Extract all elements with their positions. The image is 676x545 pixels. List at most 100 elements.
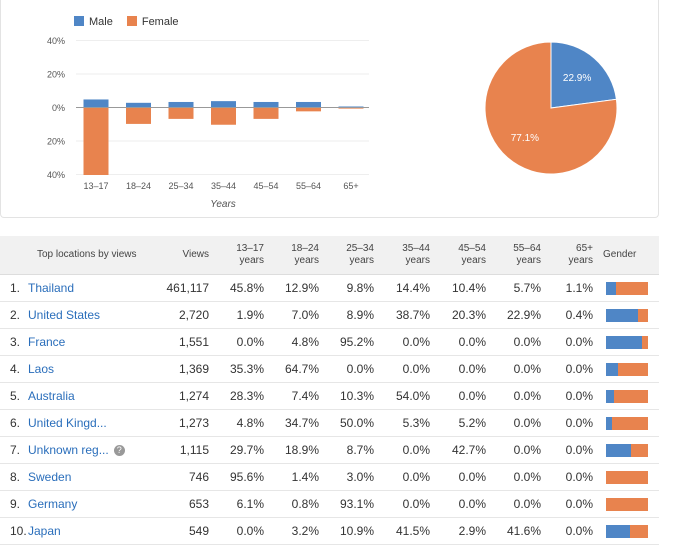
age-share-cell: 3.0% [324, 463, 379, 491]
pie-label-female: 77.1% [511, 133, 539, 144]
age-share-cell: 0.0% [491, 436, 546, 464]
age-share-cell: 9.8% [324, 274, 379, 302]
location-link[interactable]: France [28, 335, 66, 349]
location-link[interactable]: Sweden [28, 470, 72, 484]
age-share-cell: 0.0% [379, 490, 435, 518]
pie-slice-male[interactable] [550, 41, 617, 109]
gender-bar [606, 443, 648, 457]
location-link[interactable]: Unknown reg... [28, 443, 109, 457]
header-views[interactable]: Views [150, 236, 214, 275]
bar-male [126, 102, 151, 107]
age-share-cell: 0.0% [546, 436, 598, 464]
age-share-cell: 41.5% [379, 517, 435, 545]
table-row: 6. United Kingd... 1,273 4.8% 34.7% 50.0% 5.3%… [0, 409, 659, 437]
bar-male [168, 101, 194, 107]
age-share-cell: 2.9% [435, 517, 491, 545]
location-link[interactable]: Germany [28, 497, 78, 511]
row-index: 3. [0, 328, 28, 356]
header-45-54[interactable]: 45–54 years [435, 236, 491, 275]
location-cell: Japan [28, 517, 150, 545]
views-cell: 461,117 [150, 274, 214, 302]
x-tick-label: 18–24 [126, 181, 151, 191]
location-link[interactable]: Australia [28, 389, 75, 403]
age-share-cell: 0.4% [546, 301, 598, 329]
location-link[interactable]: Laos [28, 362, 55, 376]
y-tick-label: 40% [47, 36, 65, 46]
age-share-cell: 8.7% [324, 436, 379, 464]
table-header-row: Top locations by views Views 13–17 years… [0, 236, 659, 275]
gender-bar-male [606, 362, 619, 376]
age-share-cell: 28.3% [214, 382, 269, 410]
views-cell: 1,115 [150, 436, 214, 464]
header-gender[interactable]: Gender [598, 236, 659, 275]
gender-bar-female [642, 335, 648, 349]
gender-bar-female [629, 524, 648, 538]
header-13-17[interactable]: 13–17 years [214, 236, 269, 275]
gender-bar-female [638, 308, 648, 322]
help-icon[interactable]: ? [113, 445, 125, 456]
header-55-64[interactable]: 55–64 years [491, 236, 546, 275]
age-share-cell: 34.7% [269, 409, 324, 437]
age-share-cell: 45.8% [214, 274, 269, 302]
age-share-cell: 95.2% [324, 328, 379, 356]
location-cell: Sweden [28, 463, 150, 491]
gender-bar-female [618, 362, 648, 376]
views-cell: 1,369 [150, 355, 214, 383]
age-share-cell: 5.3% [379, 409, 435, 437]
gender-cell [598, 382, 659, 410]
table-row: 7. Unknown reg...? 1,115 29.7% 18.9% 8.7% 0.0%… [0, 436, 659, 464]
table-row: 2. United States 2,720 1.9% 7.0% 8.9% 38.7% 20.… [0, 301, 659, 329]
bar-female [83, 108, 109, 175]
age-share-cell: 7.0% [269, 301, 324, 329]
header-18-24[interactable]: 18–24 years [269, 236, 324, 275]
legend-item-male[interactable]: Male [74, 16, 113, 28]
age-share-cell: 18.9% [269, 436, 324, 464]
views-cell: 549 [150, 517, 214, 545]
gender-bar-female [606, 470, 648, 484]
legend-item-female[interactable]: Female [126, 16, 179, 28]
pie-slice-female[interactable] [484, 41, 618, 175]
age-share-cell: 10.9% [324, 517, 379, 545]
chart-legend: Male Female [74, 16, 179, 28]
gender-bar-male [606, 281, 616, 295]
header-35-44[interactable]: 35–44 years [379, 236, 435, 275]
views-cell: 653 [150, 490, 214, 518]
location-link[interactable]: United States [28, 308, 101, 322]
y-tick-label: 0% [52, 103, 65, 113]
gender-bar-male [606, 389, 614, 403]
age-share-cell: 0.0% [435, 328, 491, 356]
row-index: 10. [0, 517, 28, 545]
bar-male [296, 101, 321, 107]
header-65-plus[interactable]: 65+ years [546, 236, 598, 275]
location-link[interactable]: Japan [28, 524, 61, 538]
x-axis-label: Years [210, 199, 236, 210]
age-share-cell: 50.0% [324, 409, 379, 437]
table-row: 5. Australia 1,274 28.3% 7.4% 10.3% 54.0% 0.0% 0… [0, 382, 659, 410]
table-row: 10. Japan 549 0.0% 3.2% 10.9% 41.5% 2.9% 41.6% 0.… [0, 517, 659, 545]
location-link[interactable]: United Kingd... [28, 416, 107, 430]
gender-bar-male [606, 524, 630, 538]
age-share-cell: 0.0% [324, 355, 379, 383]
gender-bar [606, 470, 648, 484]
y-tick-label: 40% [47, 170, 65, 180]
header-25-34[interactable]: 25–34 years [324, 236, 379, 275]
header-location[interactable]: Top locations by views [0, 236, 150, 275]
age-share-cell: 0.0% [546, 409, 598, 437]
gender-bar-female [631, 443, 648, 457]
views-cell: 2,720 [150, 301, 214, 329]
gender-bar-female [606, 497, 648, 511]
age-share-cell: 0.0% [435, 355, 491, 383]
bar-female [211, 108, 236, 125]
row-index: 9. [0, 490, 28, 518]
x-tick-label: 55–64 [296, 181, 321, 191]
location-link[interactable]: Thailand [28, 281, 75, 295]
age-share-cell: 14.4% [379, 274, 435, 302]
gender-cell [598, 409, 659, 437]
age-share-cell: 1.1% [546, 274, 598, 302]
gender-cell [598, 436, 659, 464]
gender-bar [606, 416, 648, 430]
age-share-cell: 0.0% [435, 382, 491, 410]
age-share-cell: 1.4% [269, 463, 324, 491]
age-share-cell: 0.0% [379, 355, 435, 383]
table-row: 8. Sweden 746 95.6% 1.4% 3.0% 0.0% 0.0% 0.0% 0.0% [0, 463, 659, 491]
